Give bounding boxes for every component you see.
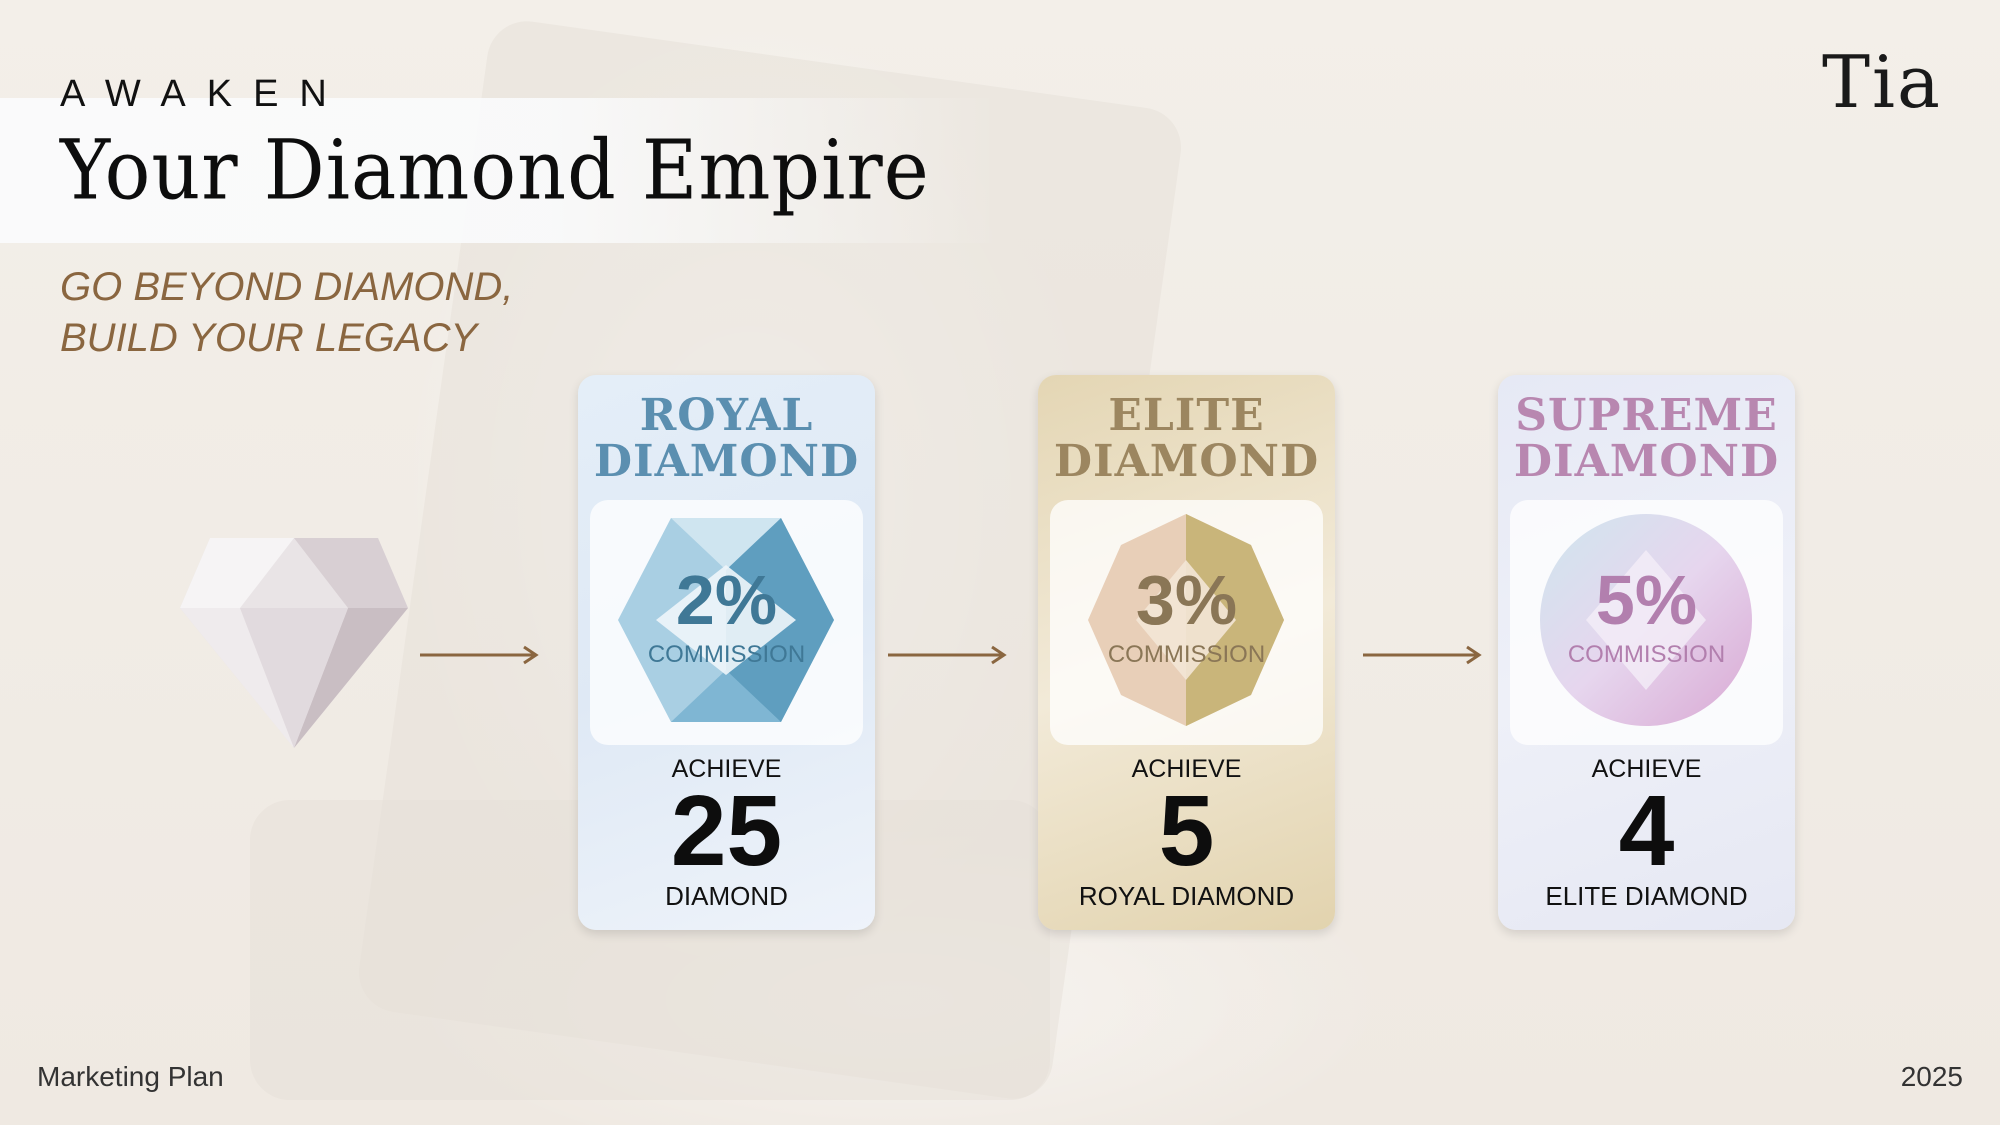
page-title: Your Diamond Empire — [60, 122, 930, 219]
hexagon-gem-icon — [618, 518, 834, 722]
requirement-rank: DIAMOND — [665, 881, 788, 911]
footer-year: 2025 — [1900, 1061, 1963, 1092]
round-gem-icon — [1540, 514, 1752, 726]
requirement-rank: ELITE DIAMOND — [1545, 881, 1748, 911]
commission-label: COMMISSION — [647, 641, 806, 668]
arrow-right-icon — [888, 645, 1007, 665]
kicker: AWAKEN — [60, 73, 348, 115]
requirement-rank: ROYAL DIAMOND — [1078, 881, 1295, 911]
commission-badge-box: 5% COMMISSION — [1510, 500, 1783, 745]
achieve-label: ACHIEVE — [1131, 755, 1242, 783]
commission-badge-box: 2% COMMISSION — [590, 500, 863, 745]
brand-logo: Tia — [1822, 40, 1942, 124]
commission-label: COMMISSION — [1107, 641, 1266, 668]
tier-title-line: DIAMOND — [593, 436, 860, 487]
tier-card-royal-diamond: ROYAL DIAMOND 2% COMMISSION ACHIEVE 25 DI… — [578, 375, 875, 930]
tier-title: ELITE DIAMOND — [1038, 393, 1335, 485]
tier-title-line: ROYAL — [639, 390, 814, 441]
tier-card-supreme-diamond: SUPREME DIAMOND 5% COMMISSION ACHIEVE 4 E… — [1498, 375, 1795, 930]
arrow-right-icon — [1363, 645, 1482, 665]
octagon-gem-icon — [1088, 514, 1284, 726]
achieve-label: ACHIEVE — [671, 755, 782, 783]
commission-badge-box: 3% COMMISSION — [1050, 500, 1323, 745]
title-band — [0, 98, 1000, 243]
commission-percent: 3% — [1135, 561, 1238, 639]
footer-label: Marketing Plan — [37, 1061, 224, 1092]
commission-label: COMMISSION — [1567, 641, 1726, 668]
tier-title: ROYAL DIAMOND — [578, 393, 875, 485]
tier-card-elite-diamond: ELITE DIAMOND 3% COMMISSION ACHIEVE 5 ROY… — [1038, 375, 1335, 930]
tier-title-line: DIAMOND — [1513, 436, 1780, 487]
subtitle-line: BUILD YOUR LEGACY — [60, 316, 478, 360]
subtitle: GO BEYOND DIAMOND, BUILD YOUR LEGACY — [60, 262, 513, 364]
requirement-count: 5 — [1158, 775, 1215, 887]
tier-title-line: ELITE — [1108, 390, 1265, 441]
tier-title-line: DIAMOND — [1053, 436, 1320, 487]
commission-percent: 5% — [1595, 561, 1698, 639]
commission-percent: 2% — [675, 561, 778, 639]
tier-title-line: SUPREME — [1515, 390, 1778, 441]
requirement-count: 25 — [670, 775, 783, 887]
arrow-right-icon — [420, 645, 539, 665]
achieve-label: ACHIEVE — [1591, 755, 1702, 783]
diamond-icon — [180, 538, 408, 748]
subtitle-line: GO BEYOND DIAMOND, — [60, 265, 514, 309]
requirement-count: 4 — [1618, 775, 1675, 887]
tier-title: SUPREME DIAMOND — [1498, 393, 1795, 485]
